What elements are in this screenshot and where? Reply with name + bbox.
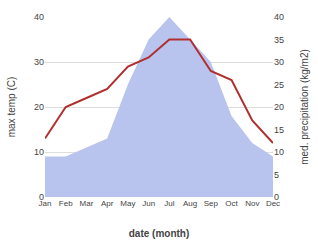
svg-text:Sep: Sep — [204, 199, 219, 208]
svg-text:Feb: Feb — [59, 199, 73, 208]
svg-text:Oct: Oct — [225, 199, 238, 208]
svg-text:Apr: Apr — [101, 199, 114, 208]
svg-text:10: 10 — [34, 147, 44, 157]
svg-text:30: 30 — [34, 57, 44, 67]
svg-text:25: 25 — [274, 80, 284, 90]
svg-text:40: 40 — [34, 12, 44, 22]
svg-text:med. precipitation (kg/m2): med. precipitation (kg/m2) — [299, 49, 310, 165]
svg-text:0: 0 — [39, 192, 44, 202]
svg-text:40: 40 — [274, 12, 284, 22]
svg-text:Jul: Jul — [164, 199, 174, 208]
svg-text:35: 35 — [274, 35, 284, 45]
svg-text:date (month): date (month) — [129, 228, 190, 239]
svg-text:15: 15 — [274, 125, 284, 135]
svg-text:Dec: Dec — [266, 199, 280, 208]
svg-text:Jan: Jan — [39, 199, 52, 208]
svg-text:0: 0 — [274, 192, 279, 202]
svg-text:May: May — [120, 199, 135, 208]
svg-text:Nov: Nov — [245, 199, 259, 208]
svg-text:10: 10 — [274, 147, 284, 157]
svg-text:max temp (C): max temp (C) — [6, 77, 17, 138]
svg-text:Mar: Mar — [80, 199, 94, 208]
svg-text:20: 20 — [274, 102, 284, 112]
svg-text:5: 5 — [274, 170, 279, 180]
svg-text:Jun: Jun — [142, 199, 155, 208]
svg-text:Aug: Aug — [183, 199, 197, 208]
svg-text:20: 20 — [34, 102, 44, 112]
svg-text:30: 30 — [274, 57, 284, 67]
